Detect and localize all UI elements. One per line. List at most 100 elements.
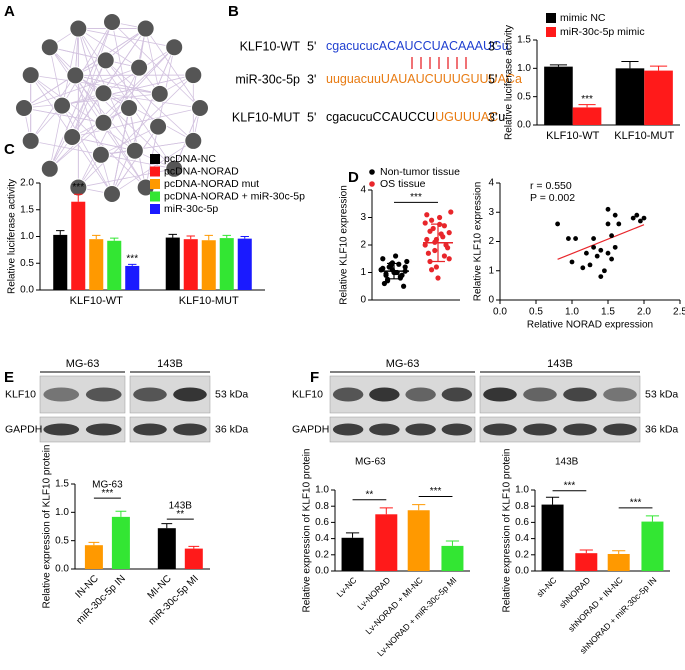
legend-label: pcDNA-NORAD + miR-30c-5p [164,190,305,202]
bar [615,68,645,125]
y-axis-label: Relative expression of KLF10 protein [502,449,513,613]
point [591,236,596,241]
point [448,209,454,215]
point [429,217,435,223]
point [404,258,410,265]
point [432,247,438,254]
y-tick-label: 0.5 [20,258,34,269]
error-bar [168,233,177,238]
edge [23,93,160,109]
y-tick-label: 0.6 [315,517,329,528]
bar [237,238,252,290]
error-bar [379,507,393,515]
x-tick-label: 2.5 [673,307,685,318]
y-tick-label: 3 [360,212,366,223]
bar [407,510,430,571]
y-tick-label: 0.0 [315,566,329,577]
node [150,84,169,103]
point [422,242,428,248]
x-tick-label: miR-30c-5p IN [75,573,128,626]
node [40,38,59,57]
point [594,253,600,259]
bar [125,265,140,290]
bar [53,234,68,290]
node [103,185,121,203]
x-tick-label: sh-NC [534,575,558,599]
blot-band [173,387,207,402]
blot-band [523,423,557,436]
legend-label: Non-tumor tissue [380,166,460,178]
annotation: P = 0.002 [530,192,575,204]
point [605,206,611,212]
error-bar [649,65,668,71]
node [120,99,138,117]
blot-band [603,423,637,436]
blot-band [43,423,80,436]
node [130,58,149,77]
y-axis-label: Relative KLF10 expression [473,182,484,302]
chart-title: 143B [555,457,579,468]
node [165,38,184,57]
blot-band [173,423,207,436]
legend-label: miR-30c-5p [164,203,218,215]
point [598,247,604,253]
x-tick-label: 0.5 [529,307,543,318]
node [69,19,88,38]
node [165,159,184,178]
point [573,236,578,241]
blot-band [369,423,400,436]
node [125,141,144,160]
node [63,128,82,147]
y-tick-label: 2 [360,240,366,251]
edge [78,28,140,68]
edge [61,105,113,195]
sequence-name: KLF10-MUT [232,110,300,124]
x-tick-label: KLF10-MUT [614,130,674,142]
legend-swatch [546,27,556,37]
y-tick-label: 0 [488,295,494,306]
legend-swatch [150,179,160,189]
legend-label: pcDNA-NORAD mut [164,178,259,190]
error-bar [578,104,596,108]
y-tick-label: 0.0 [55,564,69,575]
legend-label: mimic NC [560,12,606,24]
error-bar [188,545,200,549]
point [435,275,441,281]
y-tick-label: 2.0 [20,178,34,189]
cell-line: 143B [157,358,183,370]
error-bar [645,515,660,522]
point [441,253,447,259]
point [638,218,643,224]
annotation: *** [72,182,84,193]
bar [111,516,130,569]
bar [641,521,664,571]
bar [201,240,216,290]
y-tick-label: 1 [488,265,494,276]
point [569,259,575,265]
annotation: *** [102,488,114,499]
y-axis-label: Relative expression of KLF10 protein [42,445,53,609]
y-tick-label: 1.0 [517,63,531,74]
point [612,244,618,250]
node [103,13,121,31]
cell-line: MG-63 [386,358,420,370]
y-tick-label: 0.2 [515,549,529,560]
node [91,145,110,164]
edge [23,107,104,124]
error-bar [240,236,249,239]
edge [111,47,175,195]
legend-marker [369,181,375,187]
error-bar [115,510,127,517]
blot-band [523,387,557,402]
sequence-end: 3' [307,72,316,86]
bar [183,239,198,290]
blot-band [332,387,364,402]
point [433,264,439,270]
edge [105,60,159,127]
sequence-segment: u [498,110,505,124]
blot-band [441,423,473,436]
error-bar [88,541,100,546]
blot-band [369,387,400,402]
error-bar [621,61,639,69]
error-bar [549,64,568,67]
